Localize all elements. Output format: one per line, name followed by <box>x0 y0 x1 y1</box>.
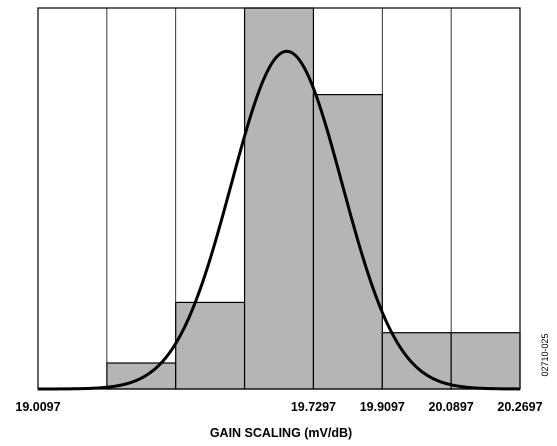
x-axis-title: GAIN SCALING (mV/dB) <box>210 426 352 440</box>
x-tick-label-5: 20.2697 <box>497 400 542 414</box>
x-tick-label-2: 19.7297 <box>291 400 336 414</box>
normal-fit-curve <box>37 49 521 391</box>
histogram-bar-6 <box>450 332 521 390</box>
x-tick-labels: 19.0097 19.7297 19.9097 20.0897 20.2697 <box>15 400 542 414</box>
x-tick-label-0: 19.0097 <box>15 400 60 414</box>
histogram-bar-2 <box>175 301 246 390</box>
histogram-bar-4 <box>312 93 383 390</box>
plot-frame <box>37 7 521 390</box>
x-tick-label-4: 20.0897 <box>429 400 474 414</box>
histogram-bars <box>106 7 521 390</box>
figure-id-label: 02710-025 <box>540 333 550 376</box>
x-tick-label-3: 19.9097 <box>360 400 405 414</box>
